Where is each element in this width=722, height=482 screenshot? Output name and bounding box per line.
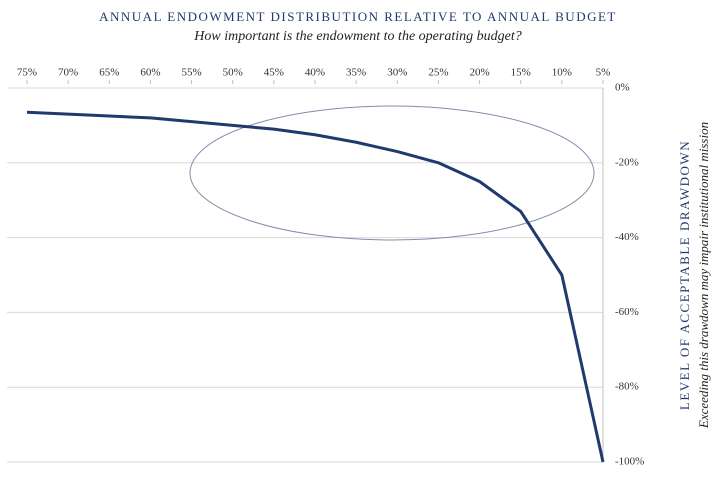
highlight-ellipse [189,105,595,241]
x-tick-label: 65% [99,67,119,79]
x-tick-label: 10% [552,67,572,79]
y-tick-label: -40% [615,231,639,243]
chart-title: ANNUAL ENDOWMENT DISTRIBUTION RELATIVE T… [99,9,617,24]
y-tick-label: 0% [615,82,630,94]
y-tick-label: -100% [615,456,644,468]
y-tick-label: -80% [615,381,639,393]
x-tick-label: 20% [469,67,489,79]
data-line [26,110,605,463]
chart-subtitle: How important is the endowment to the op… [193,29,521,44]
x-tick-label: 75% [17,67,37,79]
x-tick-label: 50% [223,67,243,79]
y-tick-label: -60% [615,306,639,318]
x-tick-label: 15% [511,67,531,79]
x-tick-label: 45% [264,67,284,79]
x-tick-label: 30% [387,67,407,79]
x-tick-label: 55% [181,67,201,79]
x-tick-label: 70% [58,67,78,79]
x-tick-label: 5% [596,67,611,79]
y-axis-subtitle: Exceeding this drawdown may impair insti… [696,122,711,429]
x-tick-label: 40% [305,67,325,79]
y-axis-title: LEVEL OF ACCEPTABLE DRAWDOWN [677,140,692,410]
y-tick-label: -20% [615,156,639,168]
x-tick-label: 25% [428,67,448,79]
x-tick-label: 35% [346,67,366,79]
x-tick-label: 60% [140,67,160,79]
